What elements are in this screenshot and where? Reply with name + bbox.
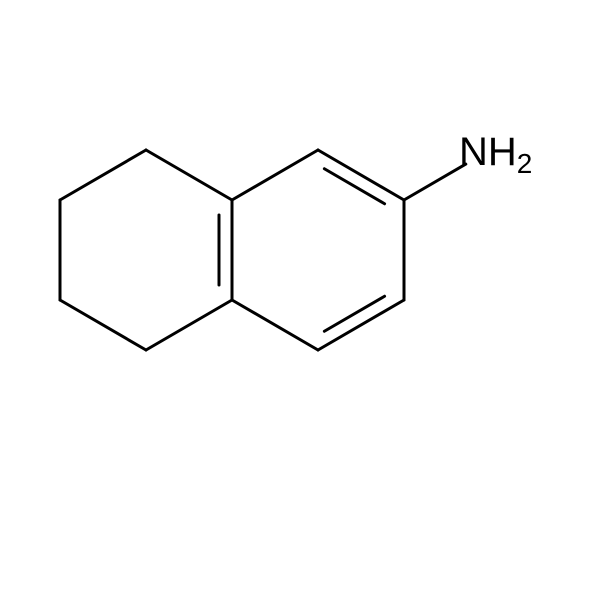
bond-line <box>146 150 232 200</box>
bond-line <box>324 296 384 331</box>
bond-line <box>60 300 146 350</box>
bond-line <box>318 300 404 350</box>
atom-label-nh2: NH2 <box>459 130 532 179</box>
bond-line <box>232 300 318 350</box>
molecule-diagram: NH2 <box>0 0 600 600</box>
bond-line <box>146 300 232 350</box>
bond-line <box>324 169 384 204</box>
bond-line <box>60 150 146 200</box>
bond-line <box>232 150 318 200</box>
bond-line <box>318 150 404 200</box>
bond-line <box>404 164 466 200</box>
